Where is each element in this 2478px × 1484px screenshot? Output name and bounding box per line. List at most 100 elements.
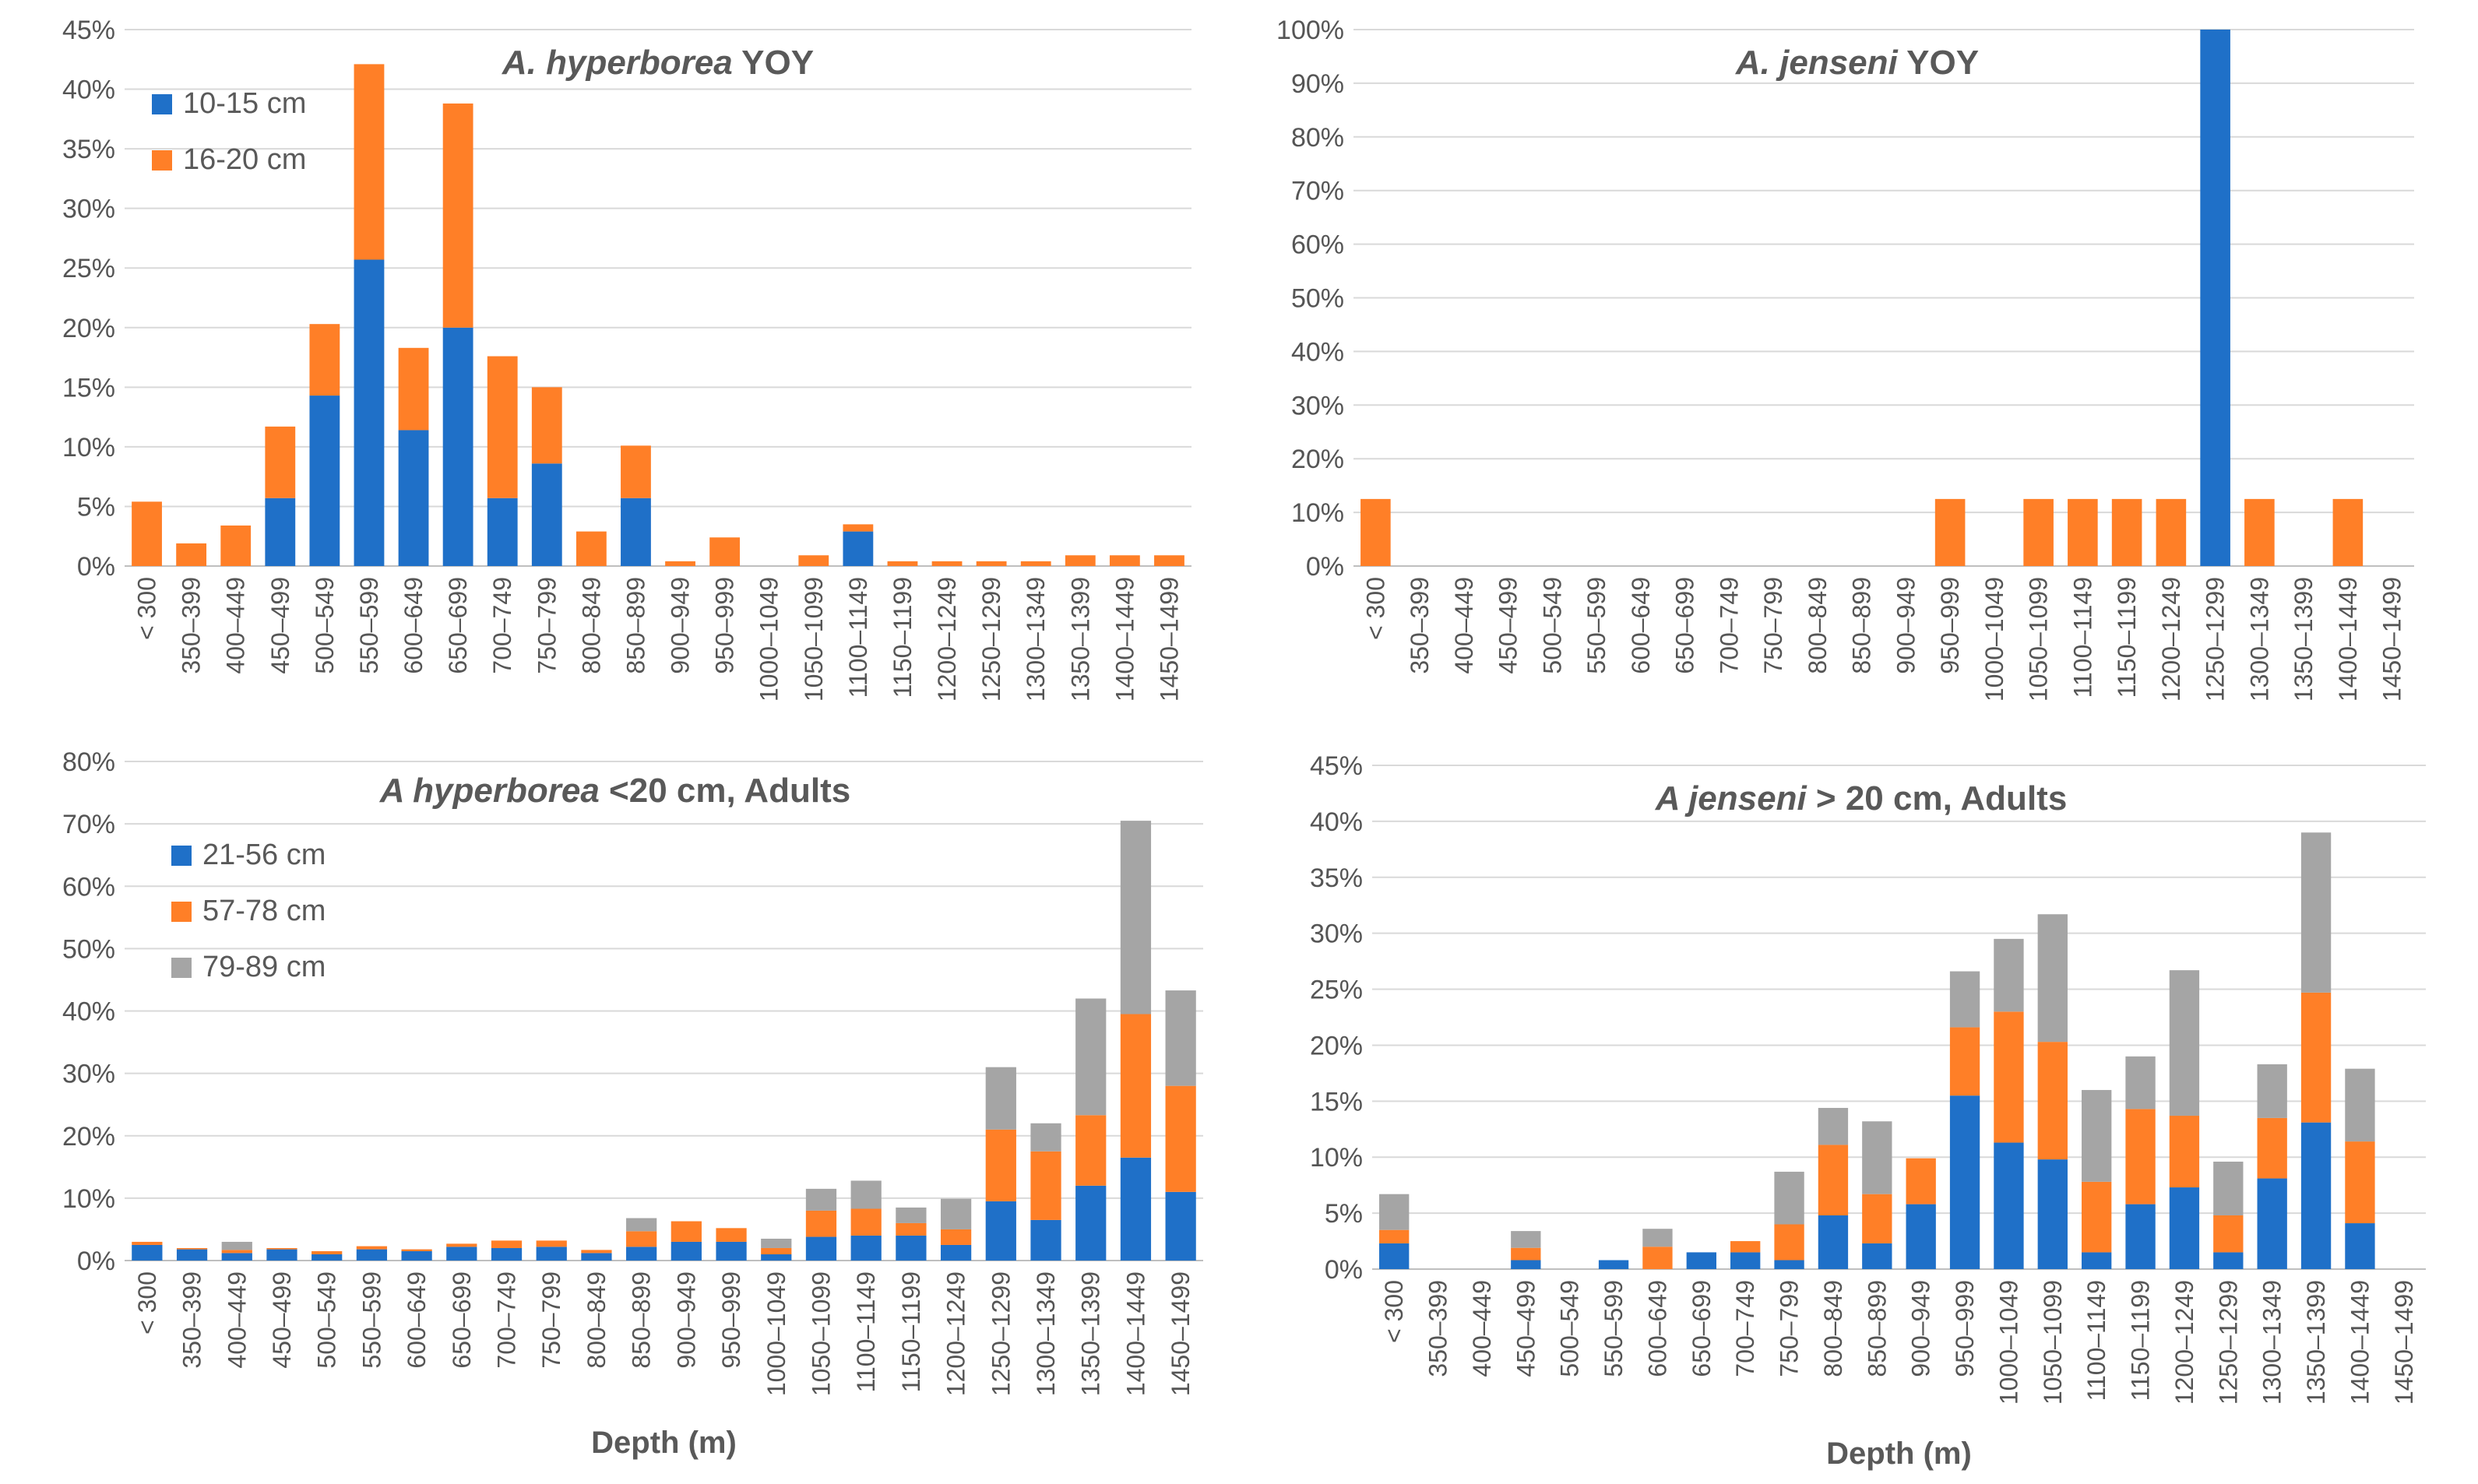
bar-segment <box>2082 1252 2112 1269</box>
bar-segment <box>2345 1141 2375 1224</box>
x-axis-title: Depth (m) <box>1826 1437 1972 1471</box>
y-tick-label: 15% <box>62 373 115 403</box>
bar-segment <box>1730 1241 1761 1253</box>
legend-swatch <box>171 958 192 978</box>
y-tick-label: 20% <box>62 314 115 343</box>
y-tick-label: 20% <box>1291 445 1344 474</box>
bar-segment <box>1075 998 1107 1116</box>
x-tick-label: 1450–1499 <box>2378 577 2406 702</box>
bar-segment <box>220 525 252 566</box>
x-tick-label: 1450–1499 <box>1167 1271 1195 1396</box>
bar-segment <box>1818 1215 1849 1269</box>
x-tick-label: 450–499 <box>1512 1280 1540 1377</box>
bar-segment <box>985 1201 1016 1261</box>
bar-segment <box>132 1241 163 1245</box>
x-tick-label: 1400–1449 <box>1111 577 1139 702</box>
bar-segment <box>2332 498 2364 566</box>
x-tick-label: 1000–1049 <box>755 577 783 702</box>
x-tick-label: 1150–1199 <box>2127 1280 2155 1401</box>
bar-segment <box>716 1241 747 1261</box>
bar-segment <box>312 1254 343 1261</box>
x-tick-label: 700–749 <box>488 577 516 674</box>
y-tick-label: 5% <box>1325 1199 1363 1229</box>
x-tick-label: 650–699 <box>1671 577 1699 674</box>
legend-swatch <box>152 94 172 114</box>
x-tick-label: 850–899 <box>628 1271 656 1369</box>
bar-segment <box>2300 992 2332 1123</box>
x-tick-label: 950–999 <box>711 577 739 674</box>
bar-segment <box>716 1228 747 1242</box>
bar-segment <box>531 463 562 566</box>
x-tick-label: 1050–1099 <box>800 577 828 702</box>
x-tick-label: 750–799 <box>1759 577 1787 674</box>
bar-segment <box>2169 970 2200 1117</box>
bar-segment <box>887 561 918 566</box>
x-tick-label: 450–499 <box>266 577 294 674</box>
bar-segment <box>671 1221 702 1242</box>
bar-segment <box>621 498 651 566</box>
y-tick-label: 45% <box>62 16 115 45</box>
y-tick-label: 30% <box>1291 391 1344 420</box>
bar-segment <box>1030 1219 1061 1261</box>
bar-segment <box>2257 1064 2287 1118</box>
legend-label: 57-78 cm <box>202 895 326 927</box>
bar-segment <box>1949 1095 1980 1269</box>
bar-segment <box>1906 1158 1936 1204</box>
x-tick-label: 650–699 <box>444 577 472 674</box>
x-tick-label: 900–949 <box>672 1271 700 1369</box>
bar-segment <box>221 1250 252 1254</box>
y-tick-label: 0% <box>77 552 115 582</box>
chart-1: 0% 5% 10% 15% 20% 25% 30% 35% 40% 45% < 300 350–399… <box>62 16 1191 702</box>
legend-swatch <box>171 846 192 866</box>
bar-segment <box>491 1240 523 1248</box>
bar-segment <box>896 1222 927 1236</box>
chart-title: A. hyperborea YOY <box>502 44 814 82</box>
x-tick-label: 1000–1049 <box>1980 577 2008 702</box>
bar-segment <box>665 561 695 566</box>
y-tick-label: 100% <box>1276 16 1344 45</box>
y-tick-label: 90% <box>1291 69 1344 99</box>
bar-segment <box>354 64 385 260</box>
bar-segment <box>266 1247 297 1250</box>
x-tick-label: 1100–1149 <box>2068 577 2096 698</box>
x-tick-label: 400–449 <box>222 577 250 674</box>
y-tick-label: 5% <box>77 492 115 522</box>
bar-segment <box>265 498 296 566</box>
bar-segment <box>2111 498 2142 566</box>
bar-segment <box>850 1235 882 1261</box>
x-tick-label: 550–599 <box>1582 577 1610 674</box>
x-tick-label: 1150–1199 <box>889 577 917 698</box>
bar-segment <box>1120 1157 1152 1261</box>
bar-segment <box>2125 1204 2156 1269</box>
bar-segment <box>1075 1115 1107 1186</box>
bar-segment <box>1818 1145 1849 1215</box>
x-tick-label: 400–449 <box>223 1271 251 1369</box>
bar-segment <box>398 347 429 431</box>
x-tick-label: 1400–1449 <box>2334 577 2362 702</box>
bar-segment <box>976 561 1007 566</box>
y-tick-label: 50% <box>1291 284 1344 314</box>
legend-label: 16-20 cm <box>183 143 306 176</box>
x-tick-label: 1200–1249 <box>933 577 961 702</box>
x-tick-label: 800–849 <box>583 1271 611 1369</box>
x-tick-label: 1050–1099 <box>807 1271 835 1396</box>
x-tick-label: 1300–1349 <box>1032 1271 1060 1396</box>
x-tick-label: 950–999 <box>1951 1280 1979 1377</box>
y-tick-label: 30% <box>1310 920 1363 949</box>
bar-segment <box>2244 498 2275 566</box>
x-tick-label: 900–949 <box>667 577 695 674</box>
bar-segment <box>536 1240 567 1247</box>
y-tick-label: 0% <box>1325 1255 1363 1285</box>
bar-segment <box>2125 1109 2156 1204</box>
bar-segment <box>843 524 874 532</box>
y-tick-label: 20% <box>1310 1031 1363 1060</box>
bar-segment <box>1020 561 1051 566</box>
chart-4: 0% 5% 10% 15% 20% 25% 30% 35% 40% 45% < 300 350–399… <box>1310 751 2426 1471</box>
x-tick-label: 650–699 <box>1688 1280 1716 1377</box>
x-tick-label: 1000–1049 <box>762 1271 790 1396</box>
bar-segment <box>576 531 607 566</box>
x-tick-label: 1400–1449 <box>1121 1271 1149 1396</box>
x-tick-label: 1100–1149 <box>852 1271 880 1392</box>
y-tick-label: 10% <box>1291 498 1344 528</box>
